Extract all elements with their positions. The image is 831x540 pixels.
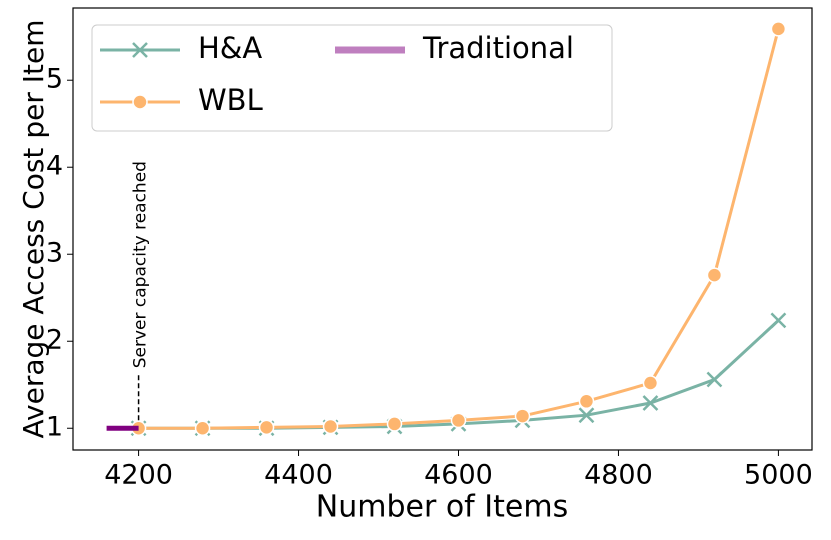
y-tick-label: 3 [46,238,63,269]
point [642,375,659,391]
point [514,408,531,424]
x-tick-label: 4800 [584,460,653,491]
legend-label: WBL [198,83,263,117]
point [578,393,595,410]
legend-marker [132,42,148,58]
y-tick-label: 2 [46,325,63,356]
legend-box [91,24,613,132]
legend-label: Traditional [422,31,574,65]
legend-label: H&A [198,31,262,65]
y-tick-label: 1 [46,412,63,443]
plot-frame [72,7,813,451]
point [578,407,595,424]
x-tick-label: 4400 [264,460,333,491]
y-axis-label: Average Access Cost per Item [17,20,50,439]
point [706,267,723,283]
point [322,418,339,435]
point [706,371,723,388]
series-line [138,319,780,430]
point [770,312,787,329]
x-tick-label: 4600 [424,460,493,491]
markers [130,21,787,436]
point [258,419,275,436]
point [450,412,467,429]
y-tick-label: 5 [46,64,63,95]
annotation: Server capacity reached [131,161,151,368]
legend-marker [132,94,148,110]
point [642,395,659,411]
point [386,416,403,432]
point [770,21,787,37]
x-tick-label: 4200 [104,460,173,491]
x-tick-label: 5000 [744,460,813,491]
y-tick-label: 4 [46,151,63,182]
legend: H&A WBL Traditional [91,24,613,132]
x-axis-label: Number of Items [316,490,568,525]
point [194,420,211,436]
